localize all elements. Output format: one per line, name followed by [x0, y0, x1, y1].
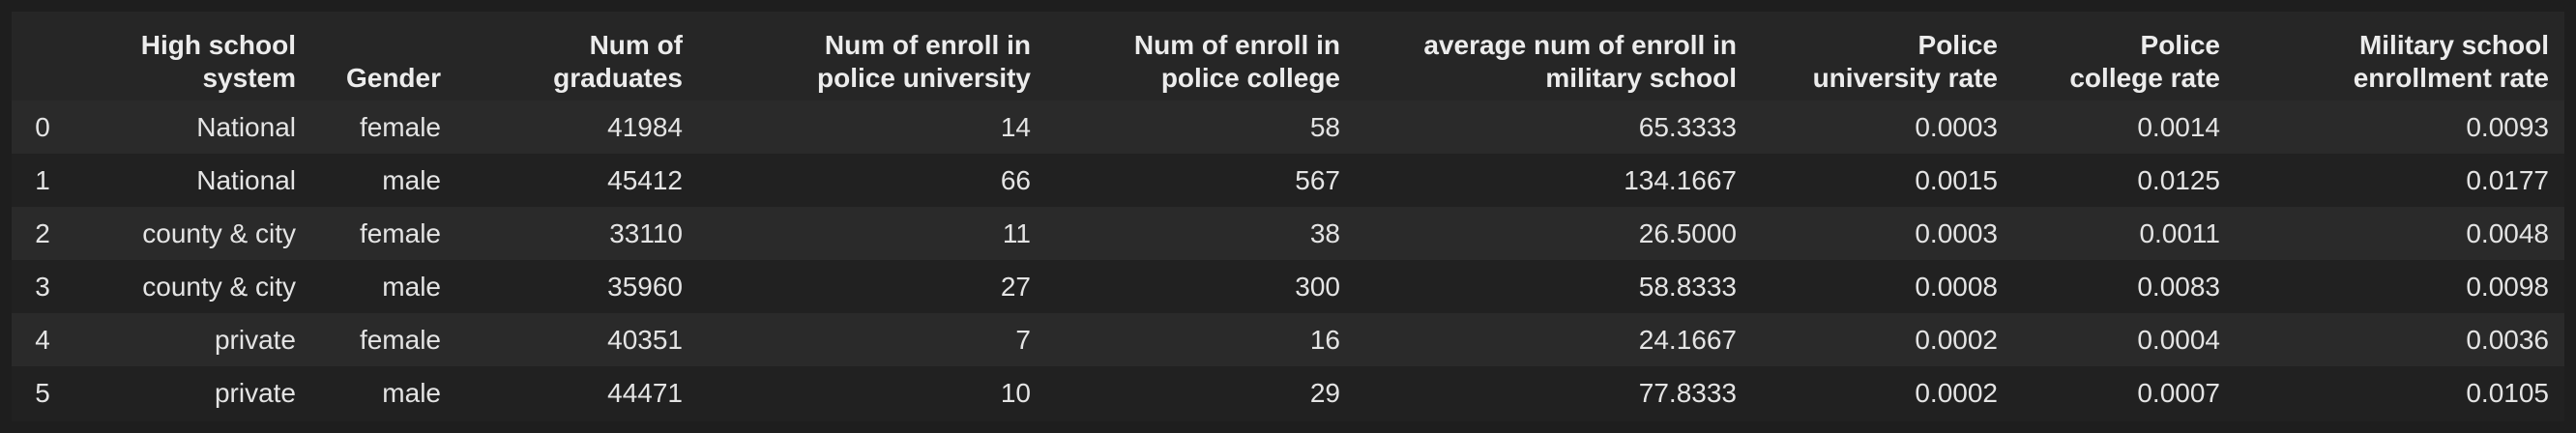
column-header-military-school-enroll: average num of enroll in military school	[1356, 12, 1752, 101]
table-cell: private	[70, 366, 311, 419]
table-header: High school system Gender Num of graduates…	[12, 12, 2564, 101]
table-cell: 0.0083	[2013, 260, 2236, 313]
header-line: Num of	[589, 30, 683, 60]
table-cell: 66	[698, 154, 1046, 207]
table-cell: 45412	[456, 154, 698, 207]
table-cell: 0.0002	[1752, 313, 2013, 366]
row-index: 0	[12, 101, 70, 154]
table-row: 1 National male 45412 66 567 134.1667 0.…	[12, 154, 2564, 207]
header-line: military school	[1545, 63, 1737, 93]
table-cell: 38	[1046, 207, 1356, 260]
table-cell: 0.0003	[1752, 207, 2013, 260]
table-body: 0 National female 41984 14 58 65.3333 0.…	[12, 101, 2564, 419]
table-cell: private	[70, 313, 311, 366]
table-cell: 134.1667	[1356, 154, 1752, 207]
header-line: Police	[2140, 30, 2220, 60]
table-cell: 0.0011	[2013, 207, 2236, 260]
table-cell: 77.8333	[1356, 366, 1752, 419]
table-cell: male	[311, 260, 456, 313]
table-cell: 0.0004	[2013, 313, 2236, 366]
table-cell: 58	[1046, 101, 1356, 154]
column-header-military-school-rate: Military school enrollment rate	[2236, 12, 2564, 101]
table-cell: 27	[698, 260, 1046, 313]
row-index: 3	[12, 260, 70, 313]
table-cell: 0.0093	[2236, 101, 2564, 154]
table-cell: 567	[1046, 154, 1356, 207]
table-cell: 0.0125	[2013, 154, 2236, 207]
table-cell: 14	[698, 101, 1046, 154]
table-cell: 58.8333	[1356, 260, 1752, 313]
table-cell: 0.0008	[1752, 260, 2013, 313]
header-line: police college	[1160, 63, 1340, 93]
header-line: police university	[817, 63, 1031, 93]
table-cell: male	[311, 154, 456, 207]
table-cell: 300	[1046, 260, 1356, 313]
table-cell: 33110	[456, 207, 698, 260]
table-cell: 0.0003	[1752, 101, 2013, 154]
row-index: 5	[12, 366, 70, 419]
table-cell: female	[311, 101, 456, 154]
header-line: average num of enroll in	[1423, 30, 1737, 60]
index-header	[12, 12, 70, 101]
header-row: High school system Gender Num of graduates…	[12, 12, 2564, 101]
table-cell: 65.3333	[1356, 101, 1752, 154]
table-cell: female	[311, 313, 456, 366]
column-header-police-university-enroll: Num of enroll in police university	[698, 12, 1046, 101]
table-row: 0 National female 41984 14 58 65.3333 0.…	[12, 101, 2564, 154]
table-cell: 16	[1046, 313, 1356, 366]
table-cell: 11	[698, 207, 1046, 260]
table-cell: National	[70, 101, 311, 154]
column-header-high-school-system: High school system	[70, 12, 311, 101]
header-line: enrollment rate	[2353, 63, 2549, 93]
header-line: Gender	[345, 63, 441, 93]
table-cell: 0.0098	[2236, 260, 2564, 313]
column-header-police-university-rate: Police university rate	[1752, 12, 2013, 101]
header-line: High school	[140, 30, 296, 60]
header-line: Num of enroll in	[824, 30, 1031, 60]
row-index: 2	[12, 207, 70, 260]
table-cell: 0.0036	[2236, 313, 2564, 366]
table-cell: county & city	[70, 260, 311, 313]
table-cell: 0.0002	[1752, 366, 2013, 419]
header-line: university rate	[1812, 63, 1998, 93]
table-cell: 24.1667	[1356, 313, 1752, 366]
table-cell: 0.0177	[2236, 154, 2564, 207]
dataframe-output: High school system Gender Num of graduates…	[12, 12, 2564, 421]
header-line: Military school	[2358, 30, 2549, 60]
header-line: graduates	[553, 63, 683, 93]
column-header-police-college-rate: Police college rate	[2013, 12, 2236, 101]
table-cell: 26.5000	[1356, 207, 1752, 260]
table-cell: county & city	[70, 207, 311, 260]
column-header-gender: Gender	[311, 12, 456, 101]
table-cell: 0.0015	[1752, 154, 2013, 207]
header-line: system	[202, 63, 296, 93]
table-cell: male	[311, 366, 456, 419]
table-row: 5 private male 44471 10 29 77.8333 0.000…	[12, 366, 2564, 419]
table-cell: 29	[1046, 366, 1356, 419]
table-cell: 40351	[456, 313, 698, 366]
table-cell: 0.0048	[2236, 207, 2564, 260]
table-cell: 0.0014	[2013, 101, 2236, 154]
row-index: 1	[12, 154, 70, 207]
table-cell: 44471	[456, 366, 698, 419]
header-line: Num of enroll in	[1133, 30, 1340, 60]
table-cell: National	[70, 154, 311, 207]
column-header-police-college-enroll: Num of enroll in police college	[1046, 12, 1356, 101]
dataframe-table: High school system Gender Num of graduates…	[12, 12, 2564, 419]
table-row: 4 private female 40351 7 16 24.1667 0.00…	[12, 313, 2564, 366]
row-index: 4	[12, 313, 70, 366]
table-row: 3 county & city male 35960 27 300 58.833…	[12, 260, 2564, 313]
table-cell: female	[311, 207, 456, 260]
table-cell: 41984	[456, 101, 698, 154]
header-line: Police	[1917, 30, 1998, 60]
table-cell: 7	[698, 313, 1046, 366]
table-cell: 35960	[456, 260, 698, 313]
column-header-num-of-graduates: Num of graduates	[456, 12, 698, 101]
table-cell: 0.0007	[2013, 366, 2236, 419]
table-row: 2 county & city female 33110 11 38 26.50…	[12, 207, 2564, 260]
header-line: college rate	[2069, 63, 2220, 93]
table-cell: 0.0105	[2236, 366, 2564, 419]
table-cell: 10	[698, 366, 1046, 419]
